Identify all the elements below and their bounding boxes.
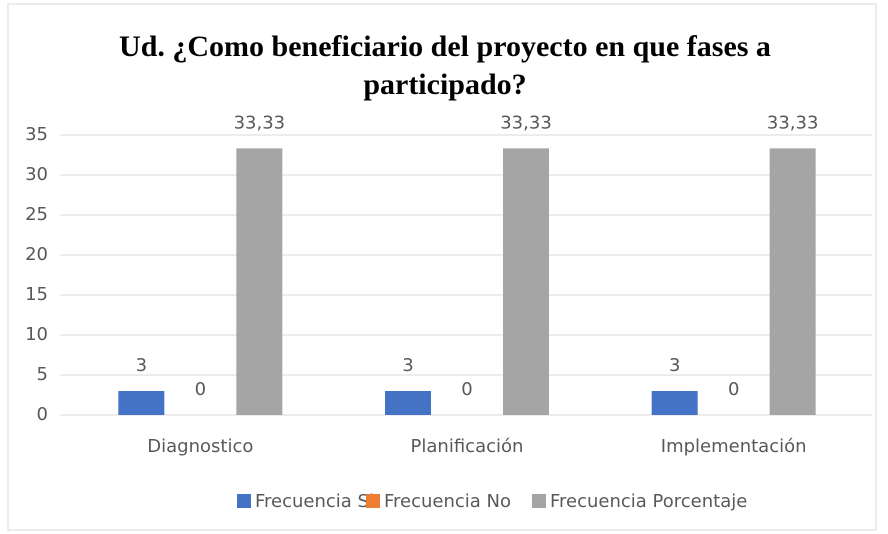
y-tick-label: 25 — [25, 204, 48, 225]
data-label: 0 — [728, 379, 739, 400]
chart-title: Ud. ¿Como beneficiario del proyecto en q… — [119, 30, 771, 101]
data-label: 0 — [461, 379, 472, 400]
data-label: 33,33 — [767, 112, 819, 133]
data-label: 0 — [195, 379, 206, 400]
bar — [385, 391, 431, 415]
legend-swatch — [237, 494, 251, 508]
data-label: 3 — [136, 355, 147, 376]
x-tick-label: Diagnostico — [147, 436, 253, 457]
bar — [651, 391, 698, 415]
data-label: 33,33 — [500, 112, 552, 133]
data-label: 3 — [669, 355, 680, 376]
y-tick-label: 30 — [25, 164, 48, 185]
y-tick-label: 0 — [37, 404, 48, 425]
x-tick-label: Implementación — [661, 436, 807, 457]
y-tick-label: 10 — [25, 324, 48, 345]
legend-label: Frecuencia No — [384, 491, 511, 512]
chart-border — [7, 3, 877, 531]
legend-swatch — [366, 494, 380, 508]
legend-label: Frecuencia Porcentaje — [550, 491, 747, 512]
bar — [769, 148, 816, 416]
data-label: 3 — [402, 355, 413, 376]
y-tick-label: 20 — [25, 244, 48, 265]
bar — [118, 391, 165, 415]
legend-label: Frecuencia Si — [255, 491, 374, 512]
y-tick-label: 5 — [37, 364, 48, 385]
y-tick-label: 15 — [25, 284, 48, 305]
x-tick-label: Planificación — [411, 436, 524, 457]
data-label: 33,33 — [234, 112, 286, 133]
legend-swatch — [532, 494, 546, 508]
bar — [503, 148, 549, 416]
y-tick-label: 35 — [25, 124, 48, 145]
bar — [236, 148, 283, 416]
